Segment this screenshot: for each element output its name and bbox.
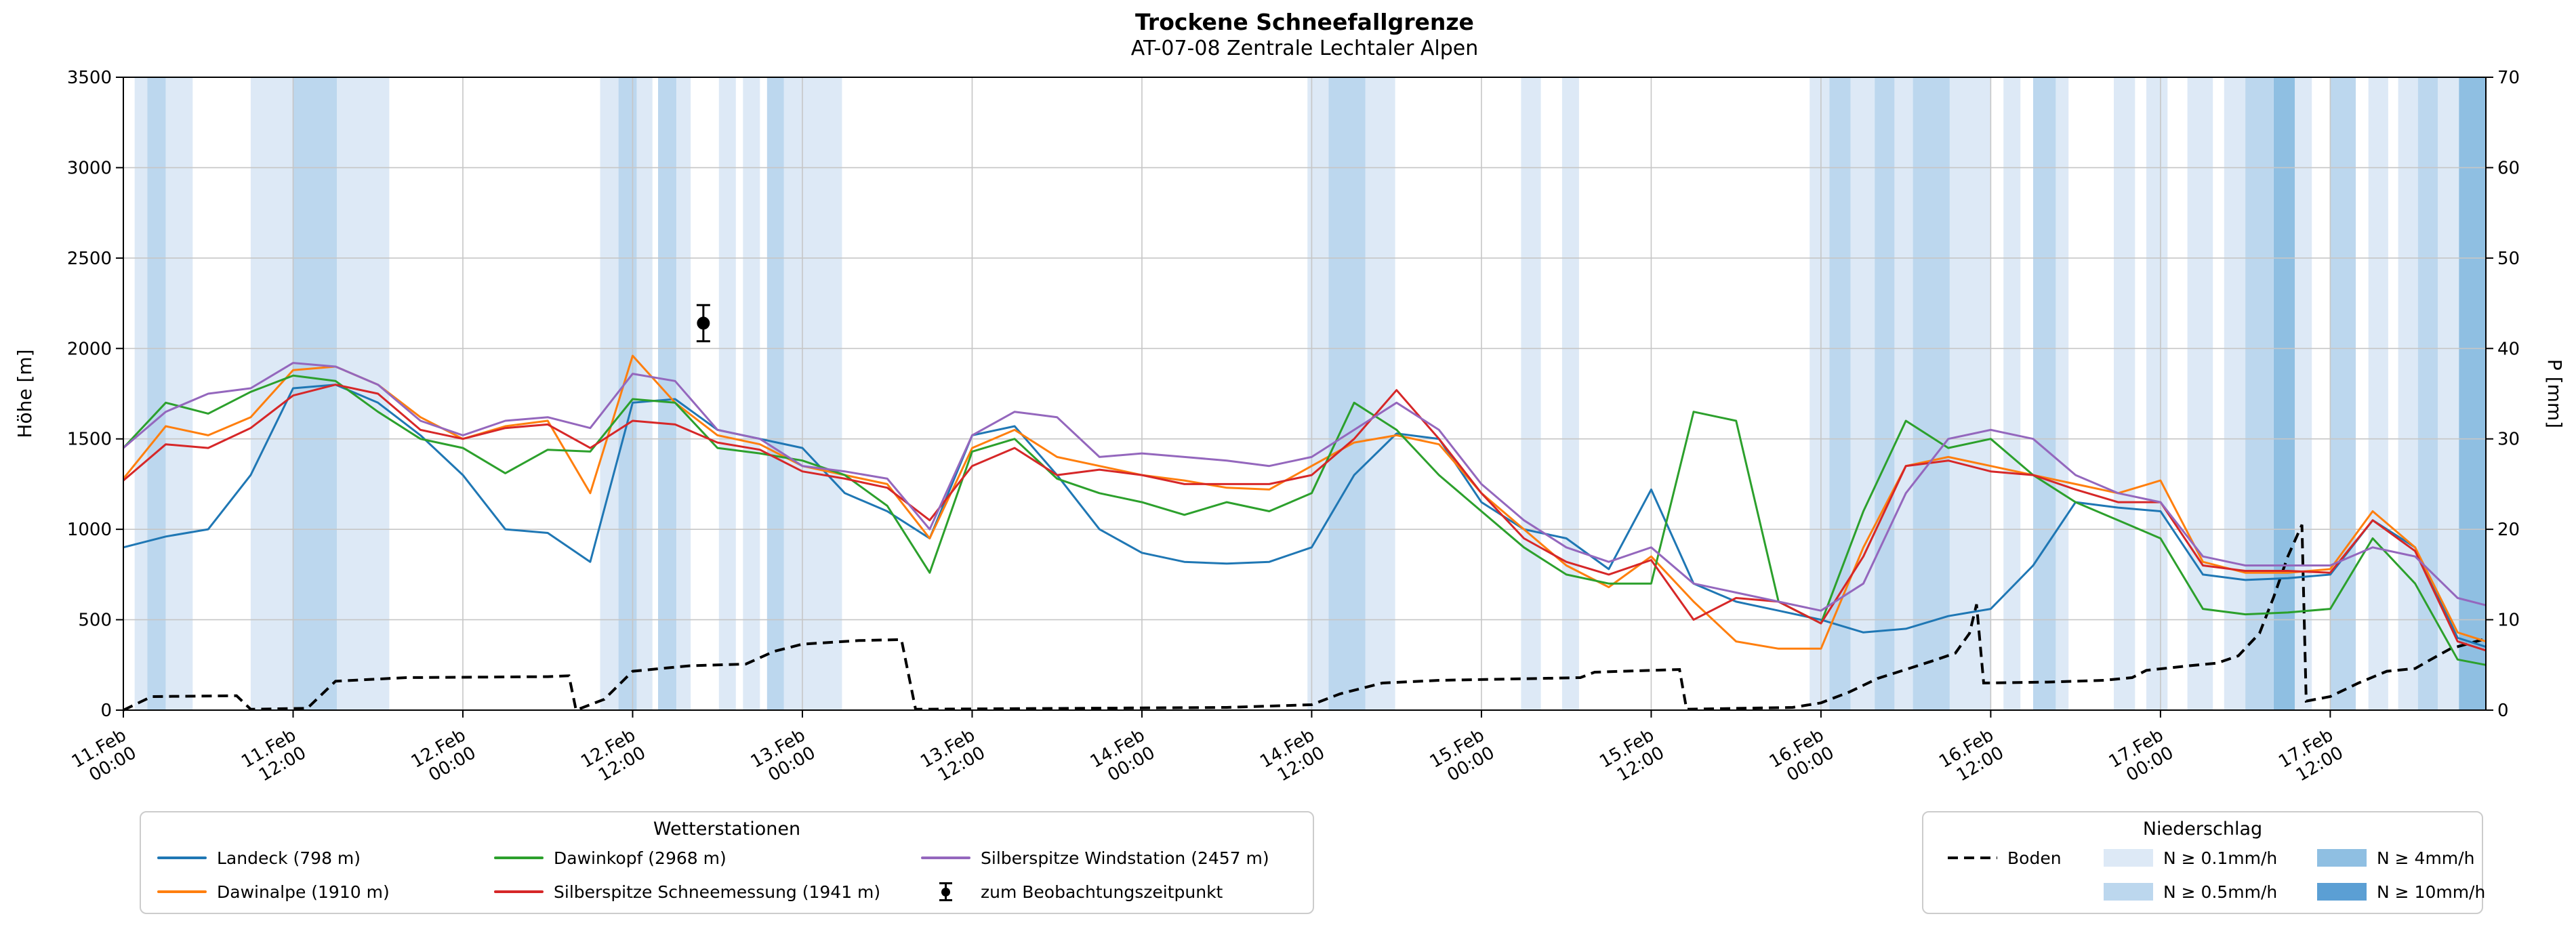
legend-label: Silberspitze Windstation (2457 m)	[981, 848, 1269, 868]
observation-marker	[696, 304, 710, 343]
legend-label: N ≥ 0.5mm/h	[2163, 882, 2278, 902]
xtick-label: 15.Feb00:00	[1427, 725, 1498, 790]
silberspitze-schneemessung-line-swatch	[494, 890, 544, 893]
legend-item-n05: N ≥ 0.5mm/h	[2104, 882, 2317, 902]
legend-label: Boden	[2007, 848, 2062, 868]
boden-dashed-line-icon	[1948, 856, 1997, 859]
legend-label: N ≥ 10mm/h	[2377, 882, 2486, 902]
xtick-label: 17.Feb00:00	[2106, 725, 2178, 790]
precip-class1-swatch	[2104, 849, 2153, 867]
legend-label: Landeck (798 m)	[217, 848, 361, 868]
legend-item-landeck: Landeck (798 m)	[157, 848, 494, 868]
ylabel-right: P [mm]	[2543, 359, 2566, 428]
xtick-label: 13.Feb12:00	[917, 725, 989, 790]
observation-marker-icon	[921, 879, 970, 905]
legend-label: Silberspitze Schneemessung (1941 m)	[554, 882, 881, 902]
page-title: Trockene Schneefallgrenze	[1135, 9, 1474, 35]
xtick-label: 14.Feb00:00	[1087, 725, 1159, 790]
legend-precip-grid: Boden N ≥ 0.1mm/h N ≥ 0.5mm/h N ≥ 4mm/h …	[1923, 841, 2485, 909]
legend-item-dawinalpe: Dawinalpe (1910 m)	[157, 882, 494, 902]
silberspitze-windstation-line-swatch	[921, 856, 970, 859]
legend-wetterstationen: Wetterstationen Landeck (798 m) Dawinalp…	[140, 811, 1314, 914]
axis-ticks	[116, 77, 2493, 718]
legend-label: zum Beobachtungszeitpunkt	[981, 882, 1223, 902]
legend-niederschlag: Niederschlag Boden N ≥ 0.1mm/h N ≥ 0.5mm…	[1922, 811, 2485, 914]
ytick-right: 50	[2497, 249, 2520, 269]
ytick-left: 1500	[67, 430, 112, 450]
ytick-right: 20	[2497, 520, 2520, 540]
xtick-label: 12.Feb00:00	[408, 725, 480, 790]
ytick-left: 3000	[67, 158, 112, 178]
legend-label: Dawinkopf (2968 m)	[554, 848, 727, 868]
series-line-2	[122, 374, 2487, 666]
dawinkopf-line-swatch	[494, 856, 544, 859]
xtick-label: 16.Feb12:00	[1936, 725, 2007, 790]
legend-item-boden: Boden	[1948, 848, 2104, 868]
legend-item-n10: N ≥ 10mm/h	[2317, 882, 2485, 902]
legend-item-silberspitze-schneemessung: Silberspitze Schneemessung (1941 m)	[494, 882, 921, 902]
xtick-label: 11.Feb12:00	[238, 725, 310, 790]
legend-label: N ≥ 4mm/h	[2377, 848, 2475, 868]
ytick-right: 0	[2497, 701, 2509, 721]
ytick-left: 500	[78, 611, 112, 631]
legend-item-dawinkopf: Dawinkopf (2968 m)	[494, 848, 921, 868]
ylabel-left: Höhe [m]	[14, 349, 36, 438]
precip-bands	[134, 77, 2486, 710]
ytick-left: 1000	[67, 520, 112, 540]
ytick-right: 10	[2497, 611, 2520, 631]
legend-label: Dawinalpe (1910 m)	[217, 882, 390, 902]
legend-precip-title: Niederschlag	[2142, 819, 2263, 840]
dawinalpe-line-swatch	[157, 890, 207, 893]
legend-item-n01: N ≥ 0.1mm/h	[2104, 848, 2317, 868]
plot-frame	[123, 77, 2487, 711]
series-line-4	[123, 362, 2487, 612]
legend-item-beobachtung: zum Beobachtungszeitpunkt	[921, 879, 1313, 905]
landeck-line-swatch	[157, 856, 207, 859]
precip-class3-swatch	[2317, 849, 2367, 867]
ytick-right: 30	[2497, 430, 2520, 450]
xtick-label: 12.Feb12:00	[577, 725, 649, 790]
ytick-left: 0	[100, 701, 112, 721]
xtick-label: 14.Feb12:00	[1256, 725, 1328, 790]
legend-stations-title: Wetterstationen	[653, 819, 801, 840]
ytick-right: 60	[2497, 158, 2520, 178]
legend-stations-grid: Landeck (798 m) Dawinalpe (1910 m) Dawin…	[141, 841, 1313, 909]
series-line-1	[122, 354, 2487, 650]
legend-item-n4: N ≥ 4mm/h	[2317, 848, 2485, 868]
xtick-label: 16.Feb00:00	[1766, 725, 1838, 790]
precip-class4-swatch	[2317, 883, 2367, 901]
series-line-0	[123, 384, 2487, 648]
axis-tick-labels: 0 500 1000 1500 2000 2500 3000 3500 0 10 20 30 40 50 6…	[67, 68, 2520, 790]
xtick-label: 17.Feb12:00	[2275, 725, 2347, 790]
ytick-right: 40	[2497, 339, 2520, 359]
page-subtitle: AT-07-08 Zentrale Lechtaler Alpen	[1130, 37, 1479, 61]
xtick-label: 15.Feb12:00	[1596, 725, 1668, 790]
ytick-left: 2500	[67, 249, 112, 269]
legend-item-silberspitze-windstation: Silberspitze Windstation (2457 m)	[921, 848, 1313, 868]
ytick-left: 3500	[67, 68, 112, 88]
legend-label: N ≥ 0.1mm/h	[2163, 848, 2278, 868]
title-block: Trockene Schneefallgrenze AT-07-08 Zentr…	[1131, 8, 1478, 62]
ytick-right: 70	[2497, 68, 2520, 88]
precip-class2-swatch	[2104, 883, 2153, 901]
ytick-left: 2000	[67, 339, 112, 359]
xtick-label: 11.Feb00:00	[68, 725, 140, 790]
series-line-3	[123, 384, 2487, 652]
xtick-label: 13.Feb00:00	[748, 725, 819, 790]
boden-precip-line	[123, 524, 2487, 712]
